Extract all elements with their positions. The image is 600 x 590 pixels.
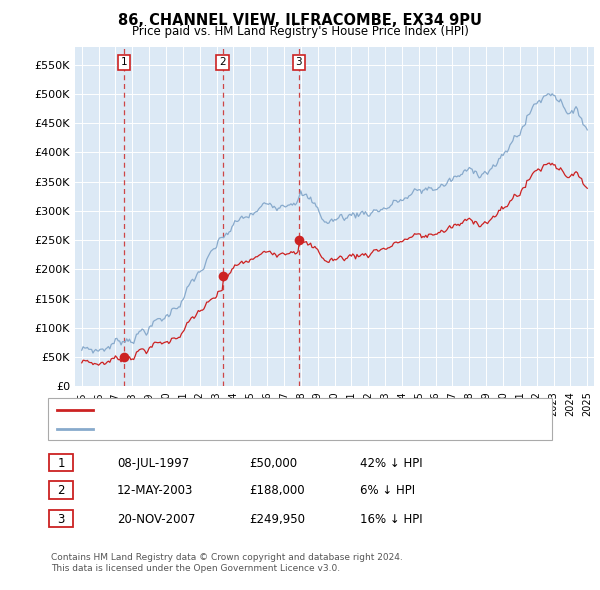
Text: 1: 1 [121,57,128,67]
Text: 16% ↓ HPI: 16% ↓ HPI [360,513,422,526]
Text: HPI: Average price, detached house, North Devon: HPI: Average price, detached house, Nort… [99,424,371,434]
Text: 2: 2 [219,57,226,67]
Text: 86, CHANNEL VIEW, ILFRACOMBE, EX34 9PU: 86, CHANNEL VIEW, ILFRACOMBE, EX34 9PU [118,13,482,28]
Text: 86, CHANNEL VIEW, ILFRACOMBE, EX34 9PU (detached house): 86, CHANNEL VIEW, ILFRACOMBE, EX34 9PU (… [99,405,441,415]
Text: 2: 2 [58,484,65,497]
Text: £50,000: £50,000 [249,457,297,470]
Text: £188,000: £188,000 [249,484,305,497]
Text: 08-JUL-1997: 08-JUL-1997 [117,457,189,470]
Text: 3: 3 [296,57,302,67]
Text: 3: 3 [58,513,65,526]
Text: Contains HM Land Registry data © Crown copyright and database right 2024.
This d: Contains HM Land Registry data © Crown c… [51,553,403,573]
Text: 6% ↓ HPI: 6% ↓ HPI [360,484,415,497]
Text: 20-NOV-2007: 20-NOV-2007 [117,513,196,526]
Text: £249,950: £249,950 [249,513,305,526]
Text: 12-MAY-2003: 12-MAY-2003 [117,484,193,497]
Text: 42% ↓ HPI: 42% ↓ HPI [360,457,422,470]
Text: 1: 1 [58,457,65,470]
Text: Price paid vs. HM Land Registry's House Price Index (HPI): Price paid vs. HM Land Registry's House … [131,25,469,38]
